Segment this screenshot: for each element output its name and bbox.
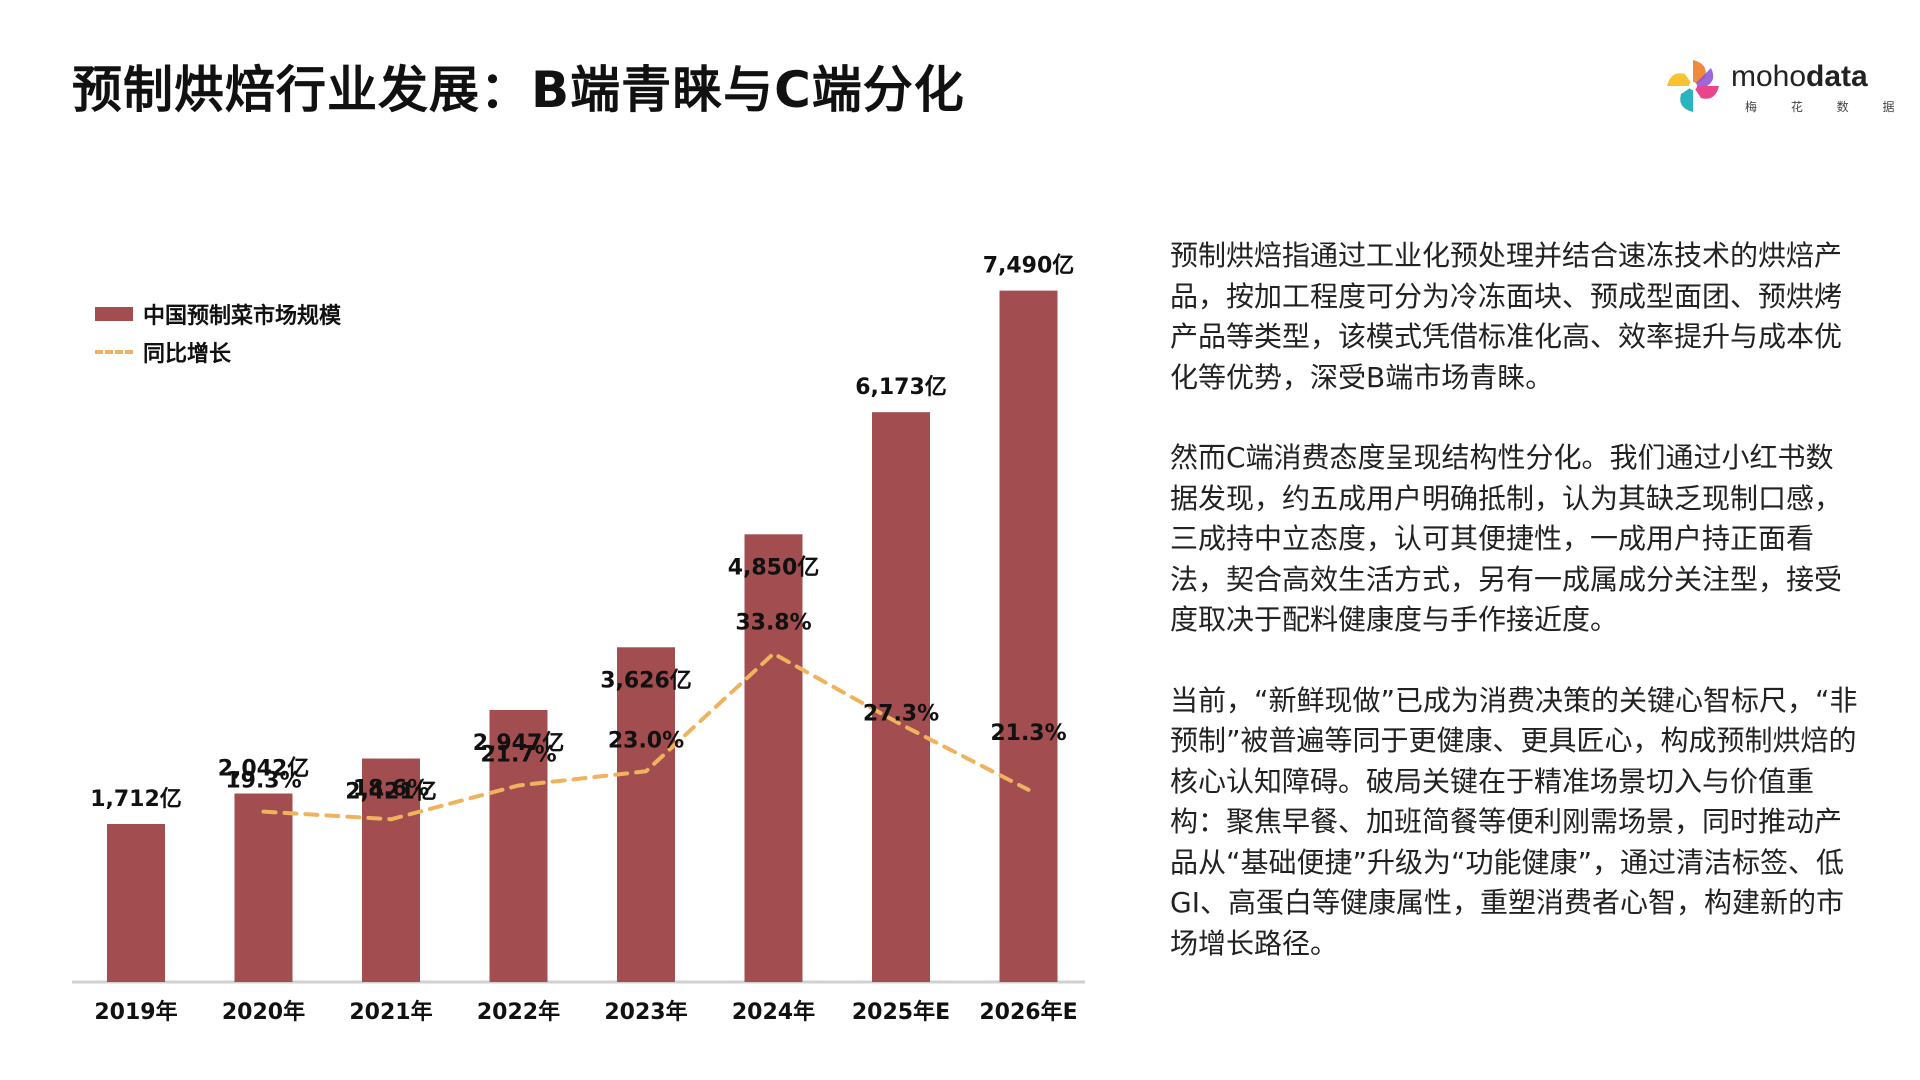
x-tick-label: 2019年: [94, 999, 177, 1025]
logo-word-bold: data: [1806, 60, 1868, 93]
bar: [362, 758, 420, 982]
market-size-chart: 1,712亿 2,042亿 2,421亿 2,947亿 3,626亿 4,850亿 6,17…: [72, 254, 1085, 1025]
x-tick-label: 2020年: [222, 999, 305, 1025]
bar: [744, 534, 803, 982]
growth-value-label: 27.3%: [863, 701, 939, 726]
growth-value-label: 21.3%: [990, 721, 1066, 746]
bar-value-label: 4,850亿: [728, 555, 820, 580]
bar-value-label: 2,421亿: [345, 780, 437, 805]
bar: [999, 290, 1058, 983]
page-title: 预制烘焙行业发展：B端青睐与C端分化: [72, 61, 965, 119]
x-tick-label: 2024年: [732, 999, 815, 1025]
x-tick-label: 2022年: [477, 999, 560, 1025]
growth-line: [261, 651, 1031, 822]
bar-value-label: 1,712亿: [90, 787, 182, 812]
legend-label-market-size: 中国预制菜市场规模: [143, 304, 342, 329]
bar: [617, 647, 675, 982]
legend-item-market-size: 中国预制菜市场规模: [95, 295, 341, 333]
growth-value-label: 33.8%: [735, 611, 811, 636]
growth-value-label: 21.7%: [480, 742, 556, 767]
growth-value-label: 19.3%: [225, 769, 301, 794]
bar-value-label: 2,042亿: [218, 757, 310, 782]
growth-value-label: 23.0%: [608, 728, 684, 753]
description-panel: 预制烘焙指通过工业化预处理并结合速冻技术的烘焙产品，按加工程度可分为冷冻面块、预…: [1170, 236, 1860, 1004]
x-tick-label: 2026年E: [979, 999, 1077, 1025]
x-tick-label: 2023年: [604, 999, 687, 1025]
legend-bar-swatch: [95, 307, 133, 321]
mohodata-logo: mohodata 梅 花 数 据: [1665, 58, 1894, 118]
bar: [489, 709, 548, 982]
bar-value-label: 3,626亿: [600, 668, 692, 693]
paragraph-consumer-split: 然而C端消费态度呈现结构性分化。我们通过小红书数据发现，约五成用户明确抵制，认为…: [1170, 441, 1843, 636]
logo-word-thin: moho: [1731, 60, 1807, 93]
logo-wordmark: mohodata: [1731, 60, 1868, 94]
legend-label-growth: 同比增长: [143, 342, 232, 367]
x-tick-label: 2021年: [349, 999, 432, 1025]
paragraph-definition: 预制烘焙指通过工业化预处理并结合速冻技术的烘焙产品，按加工程度可分为冷冻面块、预…: [1170, 239, 1843, 394]
bar: [107, 823, 165, 982]
bar: [872, 412, 930, 983]
bar-value-label: 6,173亿: [855, 375, 947, 400]
bar-value-label: 7,490亿: [983, 254, 1075, 279]
x-tick-label: 2025年E: [852, 999, 950, 1025]
pinwheel-logo-icon: [1667, 60, 1719, 112]
bar-value-label: 2,947亿: [473, 731, 565, 756]
legend-line-swatch: [95, 350, 133, 354]
bar: [234, 793, 293, 982]
logo-subtitle: 梅 花 数 据: [1745, 100, 1910, 114]
paragraph-breakthrough: 当前，“新鲜现做”已成为消费决策的关键心智标尺，“非预制”被普遍等同于更健康、更…: [1170, 683, 1858, 960]
growth-value-label: 18.6%: [353, 776, 429, 801]
legend-item-growth: 同比增长: [95, 333, 341, 371]
chart-legend: 中国预制菜市场规模 同比增长: [95, 295, 341, 371]
